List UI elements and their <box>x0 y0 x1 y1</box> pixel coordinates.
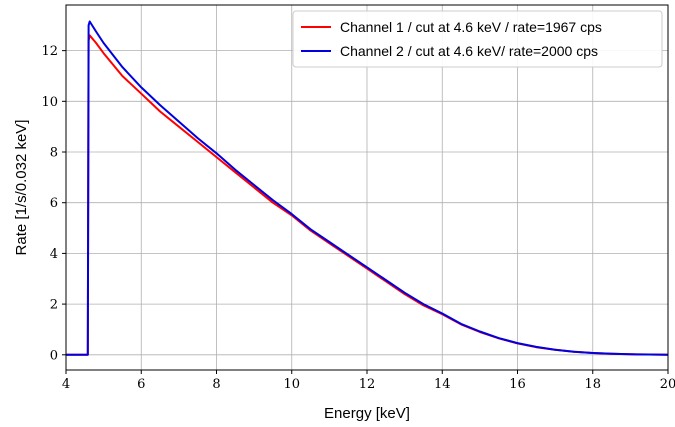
legend-label-channel-1: Channel 1 / cut at 4.6 keV / rate=1967 c… <box>340 19 602 35</box>
x-tick-label: 14 <box>434 377 451 392</box>
axis-ticks: 4 6 8 10 12 14 16 18 20 0 2 4 6 8 10 12 <box>41 44 675 392</box>
x-tick-label: 18 <box>584 377 601 392</box>
y-tick-label: 0 <box>50 348 58 363</box>
y-tick-label: 8 <box>50 146 58 161</box>
legend-label-channel-2: Channel 2 / cut at 4.6 keV/ rate=2000 cp… <box>340 43 598 59</box>
x-tick-label: 6 <box>137 377 145 392</box>
y-tick-label: 6 <box>50 196 58 211</box>
x-tick-label: 20 <box>660 377 675 392</box>
x-tick-label: 10 <box>283 377 300 392</box>
y-tick-label: 4 <box>50 247 58 262</box>
legend: Channel 1 / cut at 4.6 keV / rate=1967 c… <box>292 10 663 68</box>
series-lines <box>66 20 669 356</box>
x-tick-label: 8 <box>212 377 220 392</box>
x-tick-label: 4 <box>62 377 70 392</box>
y-tick-label: 12 <box>41 44 58 59</box>
series-line-channel-2 <box>66 20 669 356</box>
y-tick-label: 10 <box>41 95 58 110</box>
legend-box <box>292 10 663 68</box>
x-axis-label: Energy [keV] <box>324 405 410 422</box>
x-tick-label: 12 <box>359 377 376 392</box>
y-tick-label: 2 <box>50 298 58 313</box>
y-axis-label: Rate [1/s/0.032 keV] <box>13 120 30 256</box>
x-tick-label: 16 <box>509 377 526 392</box>
